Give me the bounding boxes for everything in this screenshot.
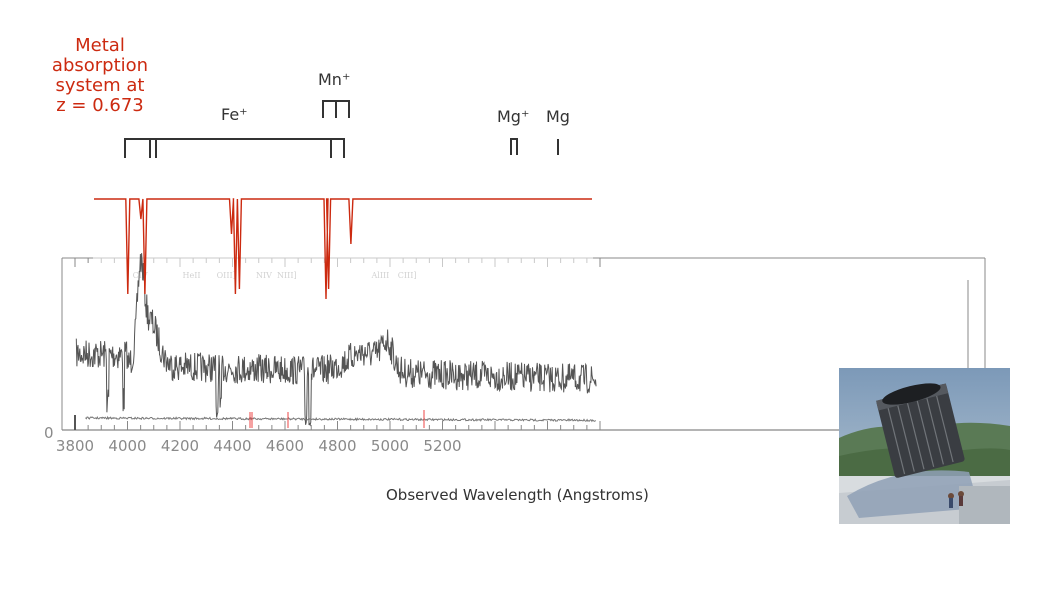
x-tick-label: 4600 bbox=[266, 437, 304, 455]
x-tick-label: 4400 bbox=[213, 437, 251, 455]
title-line-2: absorption bbox=[51, 55, 149, 76]
fe-label: Fe⁺ bbox=[221, 105, 248, 124]
x-tick-label: 4200 bbox=[161, 437, 199, 455]
title-line-3: system at bbox=[55, 75, 145, 96]
fe-bracket bbox=[124, 138, 345, 158]
title-line-4: z = 0.673 bbox=[56, 95, 144, 116]
absorption-model-line bbox=[94, 198, 592, 300]
x-tick-label: 3800 bbox=[56, 437, 94, 455]
mn-bracket bbox=[322, 100, 350, 118]
metal-system-label: Metal absorption system at z = 0.673 bbox=[40, 36, 160, 116]
x-tick-label: 5000 bbox=[371, 437, 409, 455]
mg-label: Mg bbox=[546, 107, 570, 126]
spectrum-line bbox=[75, 253, 597, 427]
x-tick-label: 4800 bbox=[318, 437, 356, 455]
mn-label: Mn⁺ bbox=[318, 70, 351, 89]
error-line bbox=[85, 415, 597, 423]
x-tick-label: 4000 bbox=[108, 437, 146, 455]
x-axis-title: Observed Wavelength (Angstroms) bbox=[386, 486, 649, 504]
title-line-1: Metal bbox=[75, 35, 125, 56]
red-markers bbox=[249, 410, 425, 428]
x-axis-tick-labels: 3800 4000 4200 4400 4600 4800 5000 5200 bbox=[56, 437, 462, 455]
mgplus-label: Mg⁺ bbox=[497, 107, 530, 126]
telescope-photo bbox=[839, 368, 1010, 524]
y-tick-label-0: 0 bbox=[44, 424, 54, 442]
x-tick-label: 5200 bbox=[423, 437, 461, 455]
mgplus-bracket bbox=[510, 138, 518, 155]
